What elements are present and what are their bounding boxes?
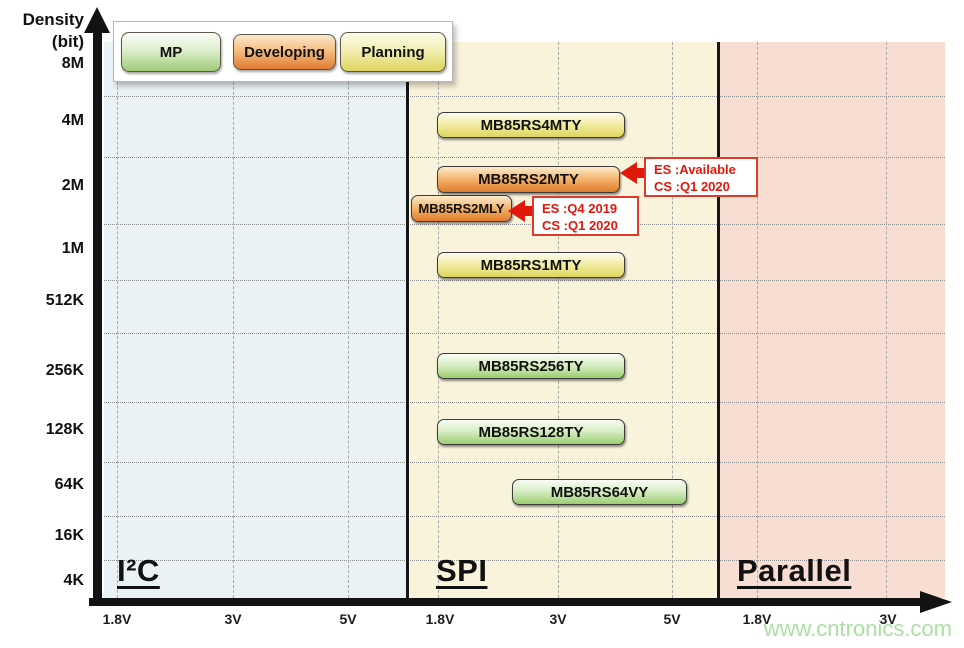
gridline-horizontal <box>104 280 945 281</box>
region-title-i2c: I²C <box>117 553 160 588</box>
red-arrow-left-icon <box>620 162 648 184</box>
y-tick-label: 256K <box>45 362 84 379</box>
legend: MP Developing Planning <box>113 21 453 82</box>
y-tick-label: 512K <box>45 292 84 309</box>
gridline-vertical <box>757 42 758 598</box>
product-mb85rs1mty: MB85RS1MTY <box>437 252 625 278</box>
gridline-horizontal <box>104 516 945 517</box>
region-title-spi: SPI <box>436 553 488 588</box>
callout-mb85rs2mly: ES :Q4 2019 CS :Q1 2020 <box>532 196 639 236</box>
legend-item-mp: MP <box>121 32 221 72</box>
boundary-i2c-spi <box>406 42 409 598</box>
y-tick-label: 1M <box>61 240 84 257</box>
product-mb85rs64vy: MB85RS64VY <box>512 479 687 505</box>
x-tick-label: 1.8V <box>425 611 455 627</box>
y-axis-title: Density (bit) <box>0 9 84 53</box>
legend-item-developing: Developing <box>233 34 336 70</box>
gridline-horizontal <box>104 157 945 158</box>
y-axis-arrow-icon <box>84 7 110 33</box>
callout-line1: ES :Q4 2019 <box>542 201 618 216</box>
product-mb85rs2mty: MB85RS2MTY <box>437 166 620 193</box>
x-tick-label: 1.8V <box>102 611 132 627</box>
x-tick-label: 5V <box>339 611 357 627</box>
gridline-horizontal <box>104 560 945 561</box>
product-mb85rs128ty: MB85RS128TY <box>437 419 625 445</box>
product-mb85rs2mly: MB85RS2MLY <box>411 195 512 222</box>
y-tick-label: 4M <box>61 112 84 129</box>
x-tick-label: 3V <box>224 611 242 627</box>
watermark: www.cntronics.com <box>763 616 952 641</box>
x-tick-label: 3V <box>549 611 567 627</box>
y-axis-title-line1: Density <box>22 10 84 29</box>
gridline-vertical <box>117 42 118 598</box>
gridline-vertical <box>558 42 559 598</box>
region-parallel-background <box>720 42 945 598</box>
gridline-horizontal <box>104 462 945 463</box>
arrow-head <box>508 200 525 222</box>
y-tick-label: 2M <box>61 177 84 194</box>
y-tick-label: 4K <box>63 572 84 589</box>
region-i2c-background <box>104 42 407 598</box>
legend-item-planning: Planning <box>340 32 446 72</box>
region-title-parallel: Parallel <box>737 553 852 588</box>
arrow-shaft <box>637 168 648 178</box>
x-tick-label: 5V <box>663 611 681 627</box>
gridline-vertical <box>348 42 349 598</box>
callout-line1: ES :Available <box>654 162 736 177</box>
x-tick-label: 3V <box>879 611 897 627</box>
y-tick-label: 8M <box>61 55 84 72</box>
x-tick-label: 1.8V <box>742 611 772 627</box>
gridline-horizontal <box>104 96 945 97</box>
y-axis <box>93 28 102 605</box>
x-axis <box>89 598 922 606</box>
product-mb85rs256ty: MB85RS256TY <box>437 353 625 379</box>
callout-line2: CS :Q1 2020 <box>654 179 730 194</box>
boundary-spi-parallel <box>717 42 720 598</box>
x-axis-arrow-icon <box>920 591 952 613</box>
y-axis-title-line2: (bit) <box>51 32 84 51</box>
gridline-horizontal <box>104 224 945 225</box>
gridline-horizontal <box>104 402 945 403</box>
gridline-vertical <box>233 42 234 598</box>
callout-line2: CS :Q1 2020 <box>542 218 618 233</box>
product-mb85rs4mty: MB85RS4MTY <box>437 112 625 138</box>
gridline-vertical <box>438 42 439 598</box>
gridline-horizontal <box>104 333 945 334</box>
y-tick-label: 128K <box>45 421 84 438</box>
arrow-head <box>620 162 637 184</box>
gridline-vertical <box>886 42 887 598</box>
callout-mb85rs2mty: ES :Available CS :Q1 2020 <box>644 157 758 197</box>
y-tick-label: 16K <box>54 527 84 544</box>
red-arrow-left-icon <box>508 200 536 222</box>
y-tick-label: 64K <box>54 476 84 493</box>
gridline-vertical <box>672 42 673 598</box>
arrow-shaft <box>525 206 536 216</box>
